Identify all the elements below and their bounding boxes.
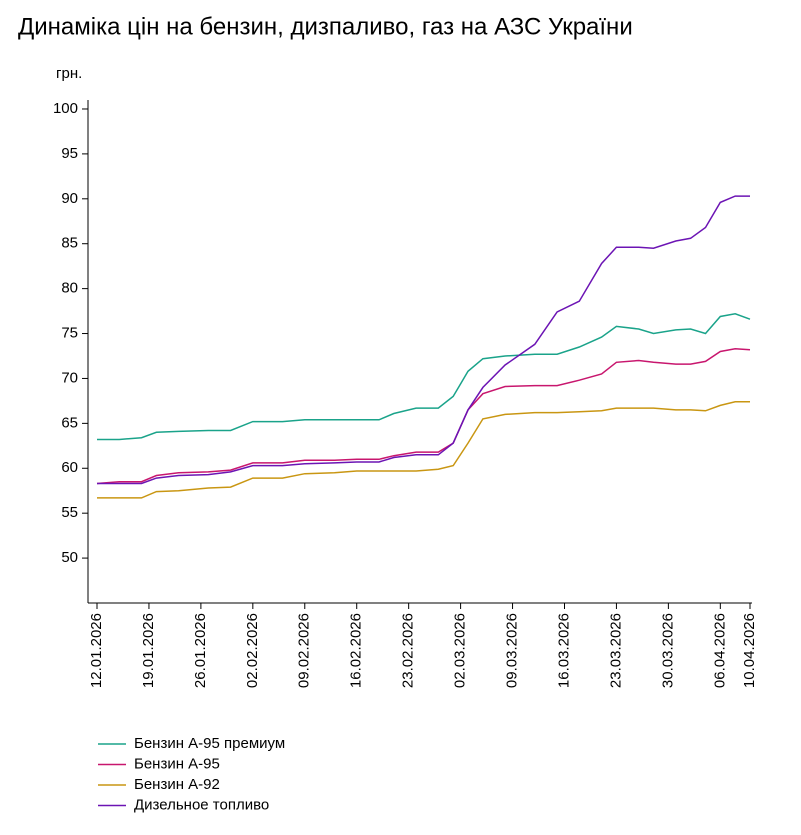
y-tick-label: 60 (61, 459, 78, 476)
x-tick-label: 30.03.2026 (659, 613, 676, 688)
y-tick-label: 70 (61, 369, 78, 386)
x-tick-label: 09.03.2026 (504, 613, 521, 688)
x-tick-label: 23.02.2026 (400, 613, 417, 688)
y-tick-label: 65 (61, 414, 78, 431)
x-tick-label: 16.02.2026 (348, 613, 365, 688)
x-tick-label: 06.04.2026 (711, 613, 728, 688)
y-tick-label: 95 (61, 145, 78, 162)
x-tick-label: 12.01.2026 (88, 613, 105, 688)
y-tick-label: 90 (61, 190, 78, 207)
legend-label: Дизельное топливо (134, 796, 269, 813)
series-line (97, 195, 750, 485)
x-tick-label: 23.03.2026 (607, 613, 624, 688)
legend-label: Бензин А-95 премиум (134, 735, 285, 752)
legend-label: Бензин А-92 (134, 776, 220, 793)
x-tick-label: 16.03.2026 (555, 613, 572, 688)
y-tick-label: 100 (53, 100, 78, 117)
x-tick-label: 10.04.2026 (741, 613, 758, 688)
chart-title: Динаміка цін на бензин, дизпаливо, газ н… (18, 13, 633, 40)
y-tick-label: 50 (61, 549, 78, 566)
x-tick-label: 02.03.2026 (452, 613, 469, 688)
series-line (97, 401, 750, 499)
x-tick-label: 09.02.2026 (296, 613, 313, 688)
y-tick-label: 80 (61, 280, 78, 297)
x-tick-label: 19.01.2026 (140, 613, 157, 688)
series-line (96, 348, 751, 485)
x-tick-label: 02.02.2026 (244, 613, 261, 688)
y-tick-label: 75 (61, 325, 78, 342)
y-axis-label: грн. (56, 65, 82, 82)
y-tick-label: 55 (61, 504, 78, 521)
y-tick-label: 85 (61, 235, 78, 252)
series-line (97, 313, 751, 441)
legend-label: Бензин А-95 (134, 755, 220, 772)
x-tick-label: 26.01.2026 (192, 613, 209, 688)
